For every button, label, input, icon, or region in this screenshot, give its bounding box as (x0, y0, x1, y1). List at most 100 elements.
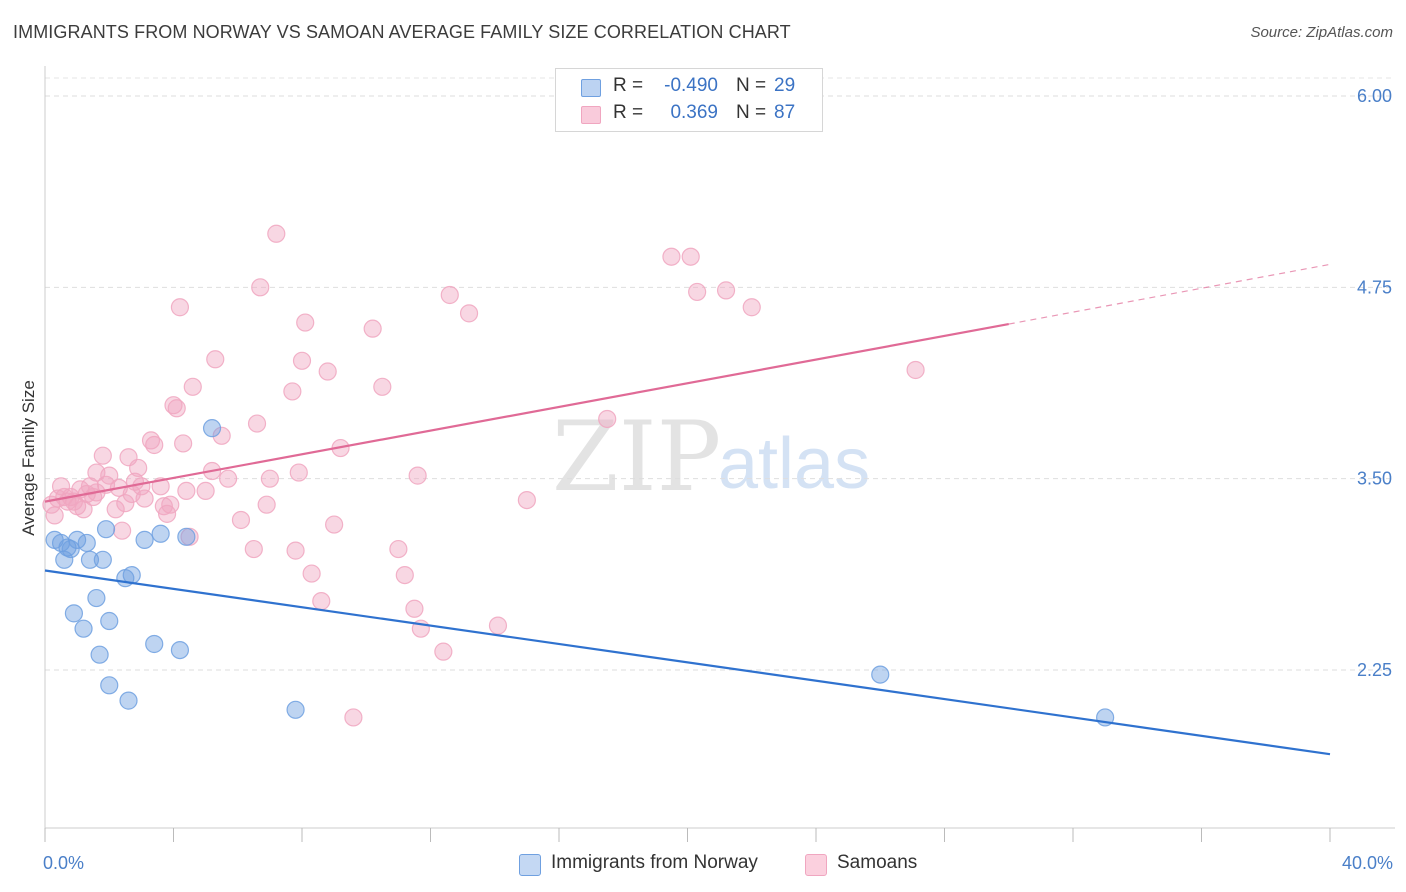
norway-point (74, 619, 93, 638)
y-tick-labels: 2.25 3.50 4.75 6.00 (1357, 86, 1392, 680)
correlation-legend: R = -0.490 N = 29 R = 0.369 N = 87 (555, 68, 823, 132)
samoa-point (408, 466, 427, 485)
samoa-point (164, 396, 183, 415)
legend-r-value: 0.369 (670, 102, 718, 123)
legend-row-norway: R = -0.490 N = 29 (556, 73, 822, 101)
legend-label-samoa: Samoans (837, 852, 918, 873)
y-tick-label: 6.00 (1357, 86, 1392, 106)
samoa-point (212, 426, 231, 445)
samoa-point (598, 409, 617, 429)
samoa-point (247, 414, 267, 433)
norway-point (286, 700, 305, 719)
samoa-point (688, 282, 707, 302)
legend-r-label: R = (613, 102, 644, 123)
norway-point (87, 588, 106, 608)
norway-point (100, 611, 119, 631)
samoa-point (312, 592, 331, 611)
samoa-point (363, 319, 382, 338)
samoa-point (260, 469, 279, 488)
samoa-swatch (581, 106, 601, 124)
samoa-point (100, 466, 119, 485)
legend-label-norway: Immigrants from Norway (551, 852, 758, 873)
legend-r-label: R = (613, 75, 644, 96)
samoa-point (174, 434, 193, 453)
norway-points (45, 419, 1115, 727)
samoa-legend-swatch (805, 854, 827, 876)
chart-title: IMMIGRANTS FROM NORWAY VS SAMOAN AVERAGE… (13, 22, 791, 42)
norway-point (100, 676, 119, 695)
samoa-point (302, 564, 321, 583)
norway-point (145, 634, 164, 654)
legend-n-label: N = (736, 102, 767, 123)
samoa-point (45, 506, 64, 525)
samoa-point (112, 521, 132, 540)
samoa-point (219, 469, 238, 488)
samoa-point (325, 515, 344, 534)
samoa-point (286, 541, 305, 560)
samoa-point (318, 362, 337, 381)
legend-row-samoa: R = 0.369 N = 87 (556, 100, 822, 128)
norway-point (202, 419, 222, 438)
norway-trend-line (44, 569, 1331, 756)
samoa-points (42, 224, 925, 727)
samoa-point (129, 458, 148, 478)
norway-point (77, 533, 96, 553)
samoa-point (206, 350, 225, 369)
samoa-point (244, 539, 263, 559)
samoa-point (296, 313, 315, 332)
samoa-point (289, 463, 308, 482)
norway-point (80, 550, 100, 569)
samoa-point (344, 708, 363, 727)
y-tick-label: 3.50 (1357, 469, 1392, 489)
samoa-point (517, 490, 536, 510)
watermark-atlas: atlas (718, 424, 870, 504)
samoa-point (167, 399, 186, 418)
norway-point (135, 530, 154, 549)
norway-point (90, 645, 109, 664)
samoa-trend-extension (1008, 263, 1331, 325)
trend-lines (44, 263, 1331, 756)
samoa-trend-line (44, 322, 1009, 503)
y-tick-label: 2.25 (1357, 660, 1392, 680)
samoa-point (231, 510, 251, 530)
watermark: ZIP atlas (552, 401, 870, 513)
samoa-point (395, 565, 414, 585)
norway-point (64, 604, 84, 623)
samoa-point (145, 435, 164, 455)
samoa-point (93, 446, 112, 465)
samoa-point (373, 377, 392, 396)
samoa-point (116, 494, 135, 513)
legend-n-value: 87 (774, 102, 796, 123)
x-tick-label: 0.0% (43, 853, 84, 873)
samoa-point (135, 489, 154, 508)
samoa-point (251, 278, 270, 297)
samoa-point (742, 298, 761, 317)
samoa-point (267, 224, 286, 243)
samoa-point (292, 351, 312, 370)
samoa-point (74, 500, 93, 519)
samoa-point (459, 304, 479, 323)
legend-r-value: -0.490 (664, 75, 718, 96)
x-tick-labels: 0.0% 40.0% (43, 853, 1393, 873)
samoa-point (488, 616, 508, 635)
y-tick-label: 4.75 (1357, 277, 1392, 297)
samoa-point (662, 247, 681, 266)
source-label: Source: ZipAtlas.com (1250, 24, 1393, 41)
samoa-point (106, 500, 125, 519)
samoa-point (716, 281, 736, 300)
samoa-point (434, 642, 453, 661)
watermark-zip: ZIP (552, 401, 721, 513)
samoa-point (405, 599, 424, 618)
samoa-point (177, 481, 196, 501)
norway-point (61, 539, 80, 559)
samoa-point (906, 360, 925, 380)
x-tick-label: 40.0% (1342, 853, 1393, 873)
gridlines (45, 77, 1395, 671)
samoa-point (681, 247, 700, 266)
norway-point (871, 665, 890, 684)
samoa-point (440, 285, 459, 305)
norway-point (93, 550, 112, 569)
norway-swatch (581, 79, 601, 97)
samoa-point (196, 481, 215, 501)
